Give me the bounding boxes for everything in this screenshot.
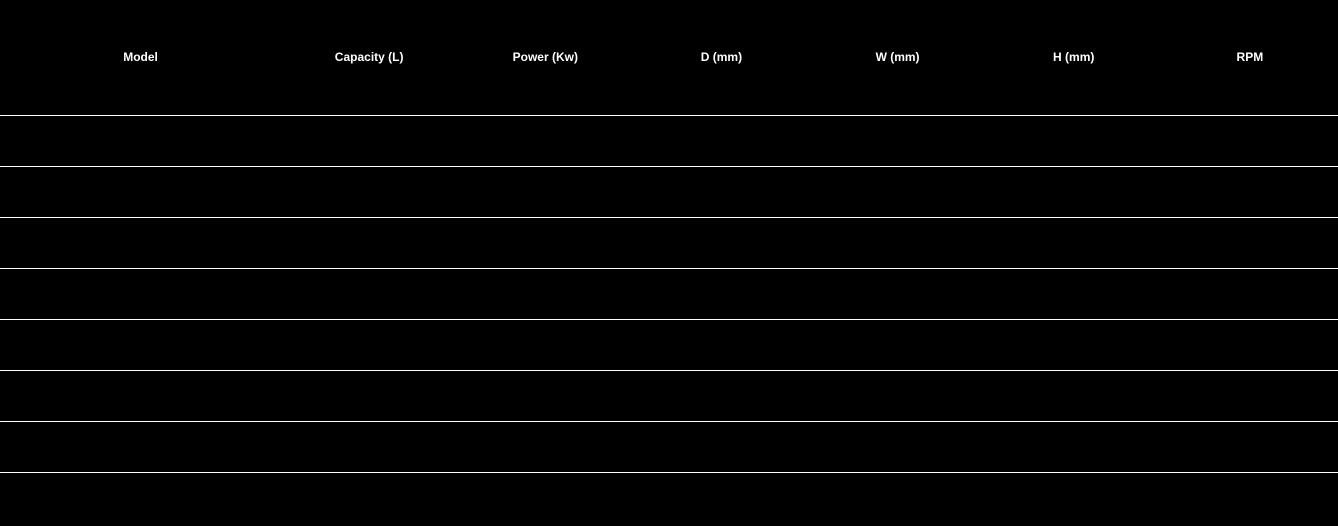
- col-header-model: Model: [0, 0, 281, 115]
- table-row: [0, 268, 1338, 319]
- table-cell: [986, 217, 1162, 268]
- table-cell: [281, 421, 457, 472]
- table-row: [0, 319, 1338, 370]
- table-cell: [986, 319, 1162, 370]
- table-cell: [281, 166, 457, 217]
- table-cell: [810, 370, 986, 421]
- table-row: [0, 421, 1338, 472]
- table-row: [0, 217, 1338, 268]
- table-cell: [457, 421, 633, 472]
- table-cell: [810, 115, 986, 166]
- table-cell: [0, 166, 281, 217]
- table-cell: [457, 268, 633, 319]
- table-cell: [1162, 166, 1338, 217]
- table-cell: [1162, 268, 1338, 319]
- table-cell: [281, 268, 457, 319]
- table-cell: [986, 115, 1162, 166]
- table-cell: [1162, 370, 1338, 421]
- table-cell: [0, 472, 281, 523]
- col-header-h: H (mm): [986, 0, 1162, 115]
- table-cell: [633, 370, 809, 421]
- table-cell: [457, 166, 633, 217]
- table-cell: [1162, 217, 1338, 268]
- col-header-capacity: Capacity (L): [281, 0, 457, 115]
- col-header-power: Power (Kw): [457, 0, 633, 115]
- table-cell: [1162, 472, 1338, 523]
- table-cell: [810, 421, 986, 472]
- col-header-w: W (mm): [810, 0, 986, 115]
- table-cell: [281, 217, 457, 268]
- table-cell: [810, 166, 986, 217]
- table-cell: [457, 370, 633, 421]
- table-cell: [1162, 421, 1338, 472]
- table-cell: [281, 319, 457, 370]
- table-cell: [633, 166, 809, 217]
- table-cell: [281, 370, 457, 421]
- table-cell: [457, 115, 633, 166]
- table-header-row: Model Capacity (L) Power (Kw) D (mm) W (…: [0, 0, 1338, 115]
- table-cell: [457, 319, 633, 370]
- table-cell: [1162, 115, 1338, 166]
- table-cell: [633, 472, 809, 523]
- table-cell: [986, 472, 1162, 523]
- table-body: [0, 115, 1338, 523]
- table-cell: [281, 115, 457, 166]
- table-cell: [457, 472, 633, 523]
- table-cell: [986, 370, 1162, 421]
- table-cell: [0, 115, 281, 166]
- table-cell: [810, 217, 986, 268]
- table-cell: [1162, 319, 1338, 370]
- table-cell: [0, 217, 281, 268]
- table-cell: [633, 115, 809, 166]
- table-cell: [0, 319, 281, 370]
- table-cell: [810, 268, 986, 319]
- table-cell: [457, 217, 633, 268]
- table-row: [0, 472, 1338, 523]
- table-cell: [986, 421, 1162, 472]
- col-header-rpm: RPM: [1162, 0, 1338, 115]
- table-cell: [810, 319, 986, 370]
- table-cell: [0, 370, 281, 421]
- table-row: [0, 370, 1338, 421]
- table-cell: [633, 217, 809, 268]
- col-header-d: D (mm): [633, 0, 809, 115]
- table-cell: [633, 421, 809, 472]
- specs-table: Model Capacity (L) Power (Kw) D (mm) W (…: [0, 0, 1338, 523]
- table-cell: [810, 472, 986, 523]
- table-cell: [0, 268, 281, 319]
- table-cell: [633, 319, 809, 370]
- table-cell: [281, 472, 457, 523]
- table-cell: [0, 421, 281, 472]
- table-cell: [986, 268, 1162, 319]
- table-row: [0, 115, 1338, 166]
- table-cell: [986, 166, 1162, 217]
- table-cell: [633, 268, 809, 319]
- table-row: [0, 166, 1338, 217]
